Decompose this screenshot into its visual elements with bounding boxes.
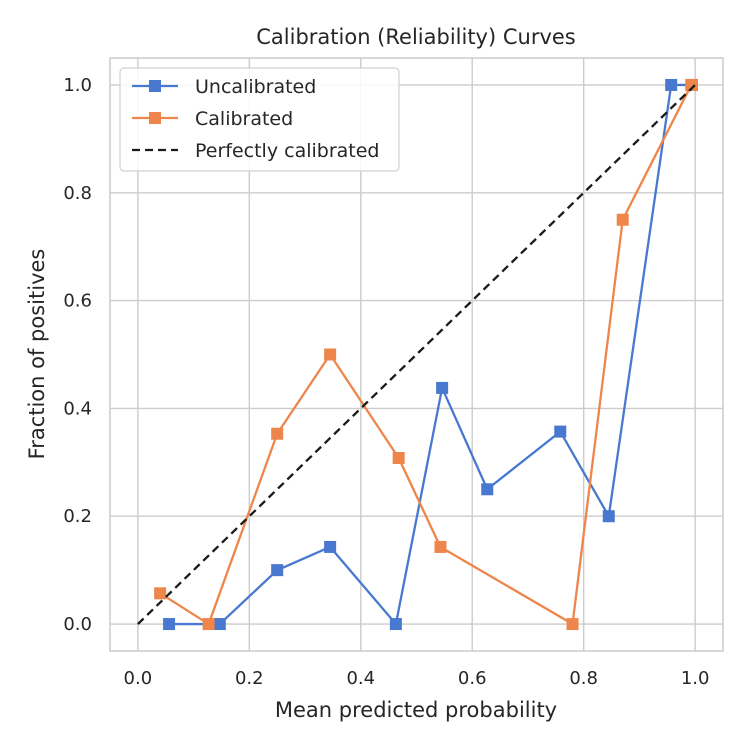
chart-title: Calibration (Reliability) Curves [256, 25, 576, 49]
uncalibrated-point [436, 381, 449, 394]
calibrated-point [392, 452, 405, 465]
y-tick-label: 0.8 [63, 183, 92, 204]
calibrated-point [685, 78, 698, 91]
y-axis-label: Fraction of positives [25, 249, 49, 460]
legend-marker-uncalibrated [149, 80, 161, 92]
uncalibrated-point [554, 425, 567, 438]
x-tick-label: 0.4 [346, 668, 375, 689]
x-tick-label: 0.6 [458, 668, 487, 689]
x-tick-label: 1.0 [681, 668, 710, 689]
uncalibrated-point [163, 618, 176, 631]
x-tick-label: 0.2 [235, 668, 264, 689]
x-tick-label: 0.8 [569, 668, 598, 689]
legend-box [119, 67, 400, 172]
calibrated-point [154, 587, 167, 600]
plot-frame [109, 57, 724, 652]
uncalibrated-point [271, 564, 284, 577]
tick-layer: 0.0 0.2 0.4 0.6 0.8 1.0 0.0 0.2 0.4 0.6 0.8 1.0 [63, 75, 709, 689]
uncalibrated-point [389, 618, 402, 631]
legend-label-calibrated: Calibrated [195, 108, 293, 130]
uncalibrated-point [481, 483, 494, 496]
uncalibrated-point [324, 540, 337, 553]
legend-marker-calibrated [149, 112, 161, 124]
legend: Uncalibrated Calibrated Perfectly calibrat… [119, 67, 400, 172]
legend-label-perfectly-calibrated: Perfectly calibrated [195, 140, 379, 162]
legend-label-uncalibrated: Uncalibrated [195, 76, 316, 98]
x-tick-label: 0.0 [124, 668, 153, 689]
series-layer [137, 78, 698, 631]
calibrated-point [566, 618, 579, 631]
calibrated-point [434, 540, 447, 553]
y-tick-label: 0.0 [63, 614, 92, 635]
uncalibrated-point [602, 510, 615, 523]
y-tick-label: 0.6 [63, 291, 92, 312]
y-tick-label: 0.2 [63, 506, 92, 527]
x-axis-label: Mean predicted probability [275, 698, 557, 722]
calibrated-point [202, 618, 215, 631]
uncalibrated-point [213, 618, 226, 631]
calibrated-point [616, 213, 629, 226]
legend-entries: Uncalibrated Calibrated Perfectly calibrat… [132, 76, 379, 162]
calibrated-point [324, 348, 337, 361]
uncalibrated-point [665, 78, 678, 91]
y-tick-label: 0.4 [63, 398, 92, 419]
calibrated-point [271, 427, 284, 440]
y-tick-label: 1.0 [63, 75, 92, 96]
